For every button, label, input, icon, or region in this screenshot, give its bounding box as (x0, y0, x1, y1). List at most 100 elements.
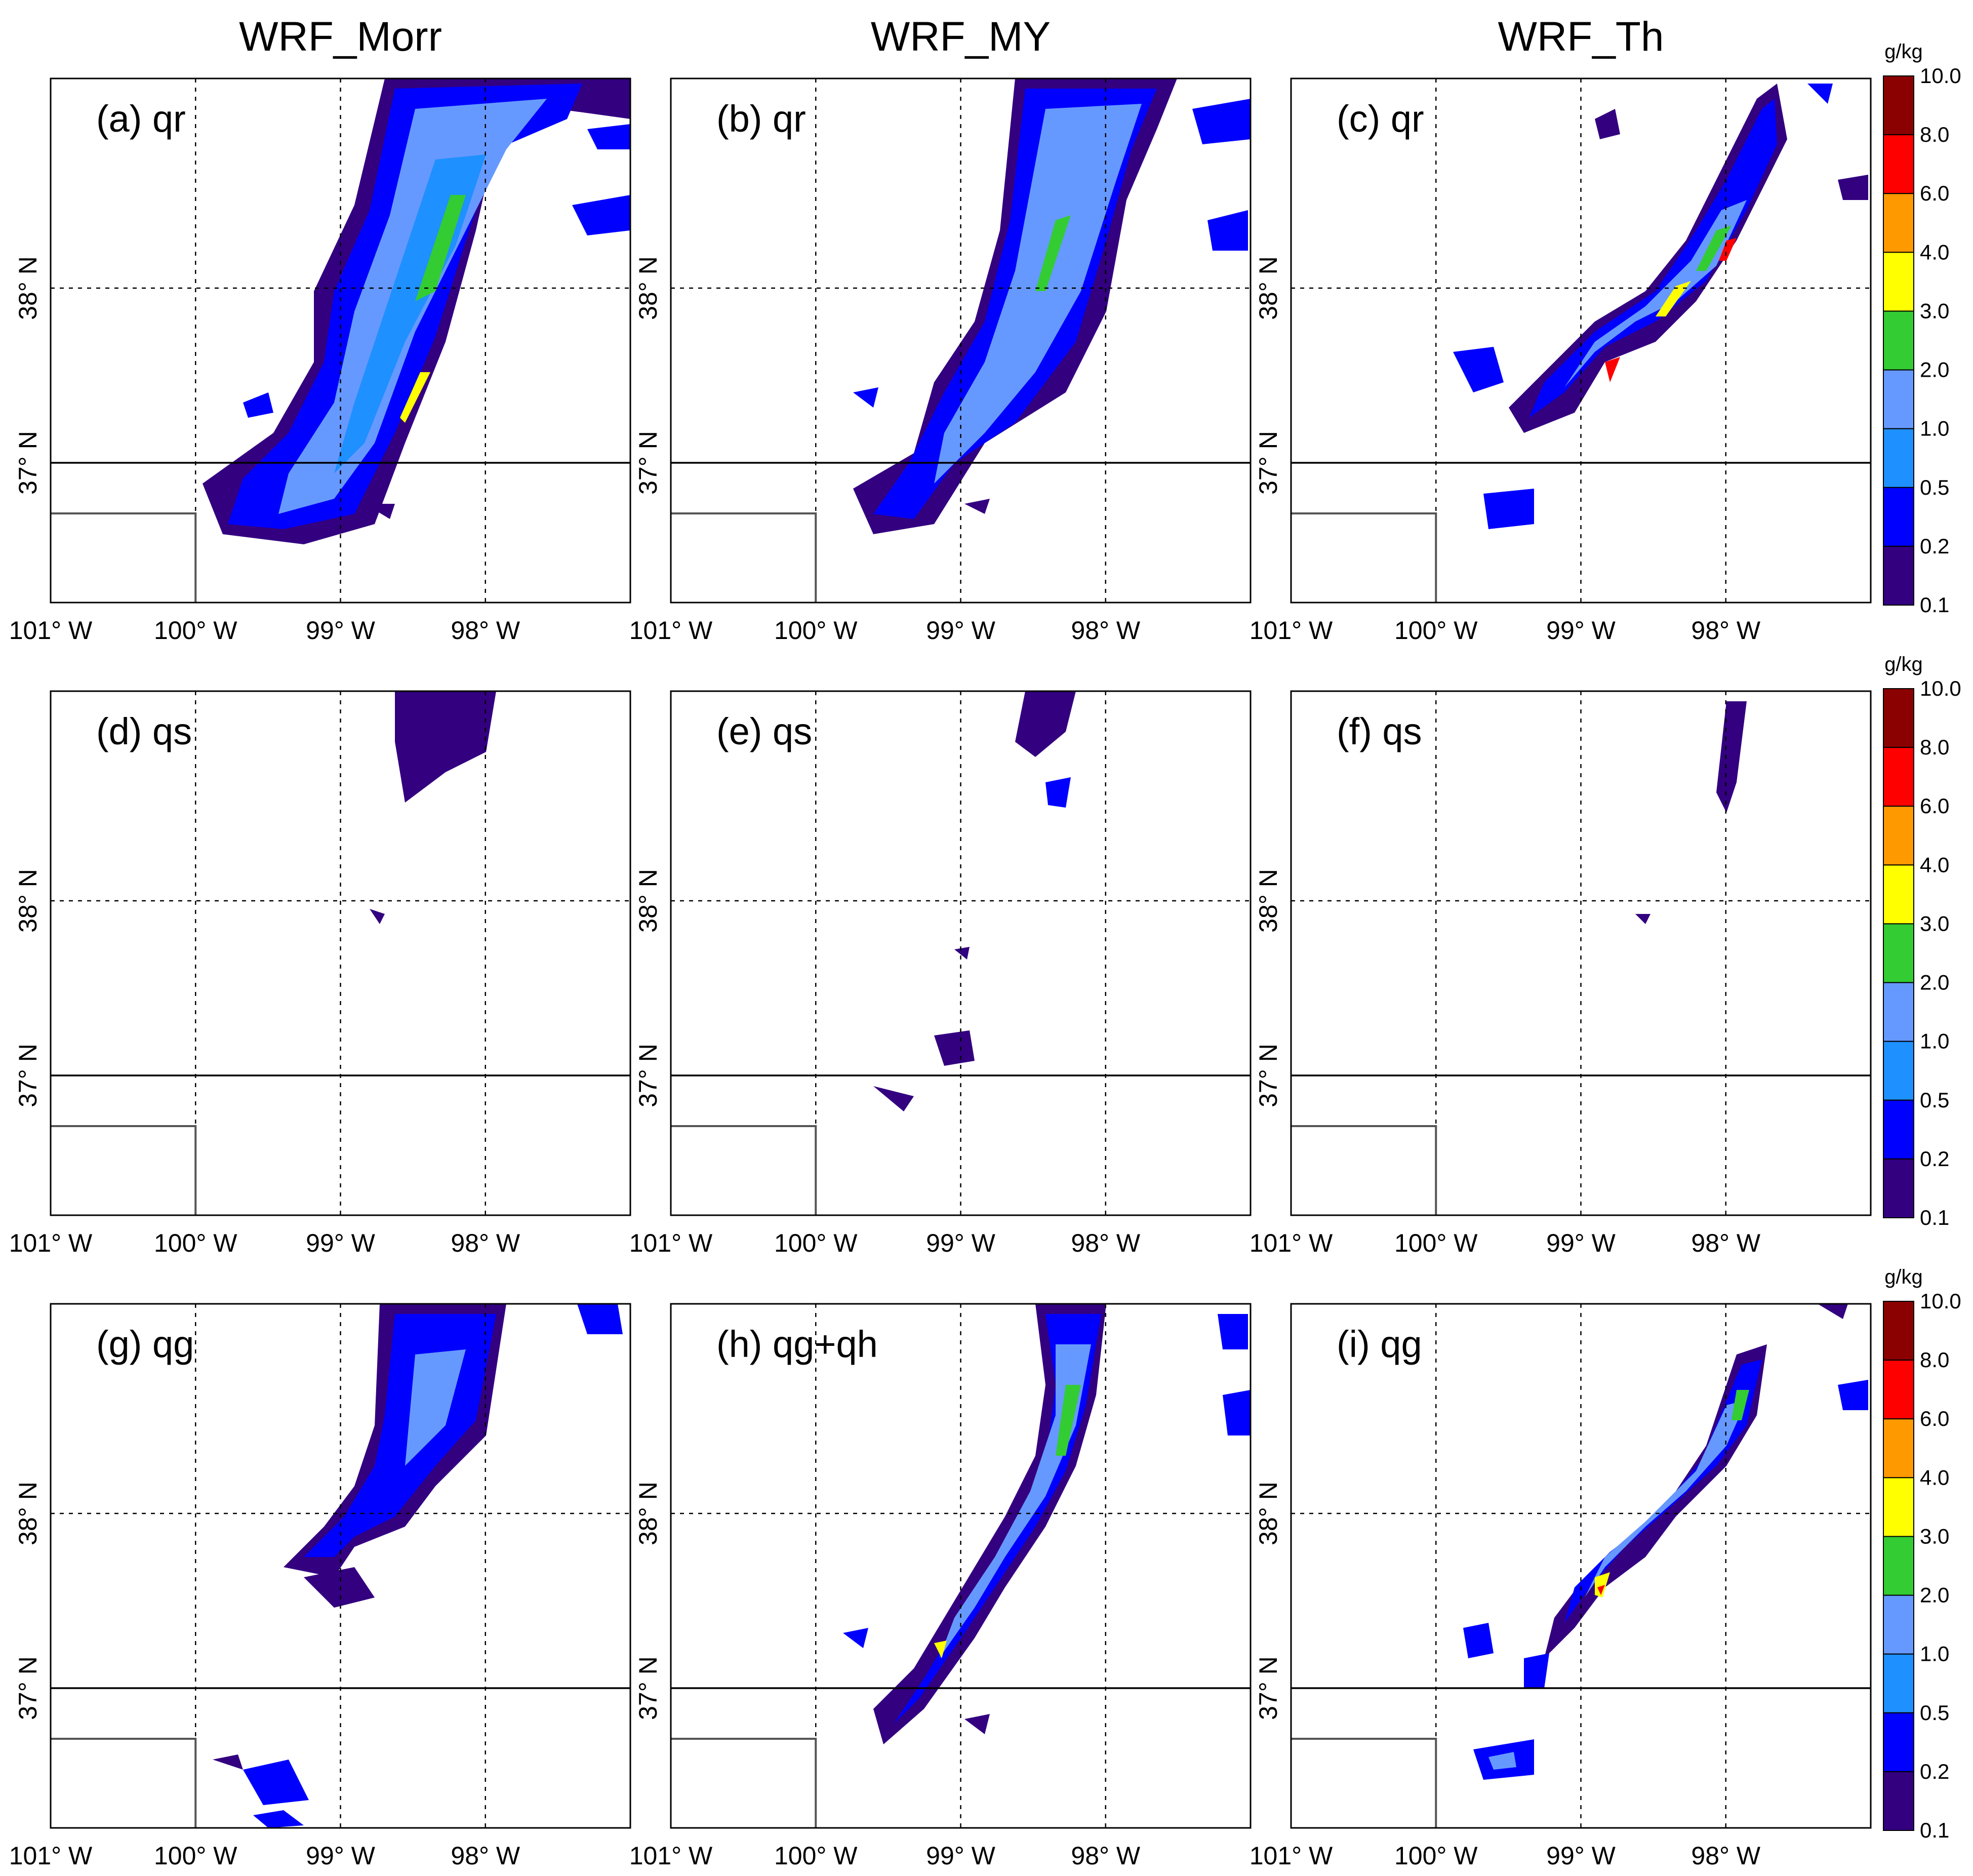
precip-contour (213, 1754, 243, 1770)
county-border (671, 512, 817, 603)
lon-tick-label: 99° W (1546, 1229, 1616, 1257)
colorbar-tick-label: 0.1 (1920, 593, 1949, 617)
colorbar-swatch (1883, 134, 1914, 194)
precip-contour (365, 504, 395, 519)
lon-tick-label: 100° W (1394, 1842, 1478, 1870)
colorbar-swatch (1883, 982, 1914, 1042)
lon-tick-label: 100° W (774, 1842, 858, 1870)
colorbar-swatch (1883, 923, 1914, 983)
colorbar-swatch (1883, 75, 1914, 136)
colorbar-swatch (1883, 487, 1914, 547)
precip-contour (934, 1030, 975, 1066)
precip-contour (1597, 1585, 1605, 1595)
precip-contour (1732, 1390, 1749, 1420)
county-border (671, 1125, 817, 1215)
colorbar-swatch (1883, 252, 1914, 312)
colorbar-unit: g/kg (1884, 1266, 1923, 1288)
lon-tick-label: 101° W (9, 616, 93, 645)
precip-contour (1218, 1314, 1248, 1349)
lon-tick-label: 98° W (1071, 616, 1141, 645)
lat-tick-label: 37° N (634, 431, 662, 495)
precip-contour (243, 392, 273, 418)
precip-contour (1529, 99, 1777, 418)
lat-tick-label: 38° N (634, 869, 662, 933)
lon-tick-label: 99° W (306, 1229, 376, 1257)
precip-contour (853, 387, 878, 408)
precip-contour (1635, 914, 1650, 924)
lon-tick-label: 100° W (1394, 616, 1478, 645)
precip-field (853, 78, 1251, 534)
precip-field (873, 691, 1076, 1111)
county-border (1291, 1738, 1437, 1828)
colorbar-tick-label: 4.0 (1920, 1465, 1949, 1489)
lon-tick-label: 100° W (154, 1229, 237, 1257)
precip-contour (1463, 1623, 1494, 1658)
panel-label: (g) qg (96, 1323, 194, 1365)
precip-contour (1585, 1400, 1747, 1598)
precip-contour (395, 691, 496, 803)
colorbar-swatch (1883, 1360, 1914, 1420)
lon-tick-label: 99° W (1546, 1842, 1616, 1870)
precip-contour (1807, 84, 1833, 104)
precip-contour (1015, 691, 1076, 757)
panel-fqs: (f) qs 101° W 100° W 99° W 98° W 38° N 37° N (1250, 690, 1872, 1257)
lon-tick-label: 99° W (306, 1842, 376, 1870)
precip-field (1463, 1304, 1868, 1780)
colorbar-tick-label: 0.5 (1920, 1701, 1949, 1725)
lat-tick-label: 37° N (14, 1656, 42, 1720)
colorbar-tick-label: 3.0 (1920, 1524, 1949, 1548)
lat-tick-label: 38° N (14, 1482, 42, 1545)
colorbar-swatch (1883, 806, 1914, 866)
colorbar-swatch (1883, 193, 1914, 253)
colorbar-tick-label: 4.0 (1920, 853, 1949, 876)
lon-tick-label: 101° W (629, 616, 713, 645)
colorbar-tick-label: 2.0 (1920, 1583, 1949, 1607)
precip-contour (1509, 84, 1787, 433)
panel-frame (1290, 690, 1872, 1216)
county-border (51, 1738, 197, 1828)
precip-contour (939, 1344, 1091, 1658)
colorbar-tick-label: 3.0 (1920, 299, 1949, 323)
precip-contour (1524, 1653, 1549, 1689)
panel-dqs: (d) qs 101° W 100° W 99° W 98° W 38° N 37° N (9, 690, 631, 1257)
precip-contour (1192, 99, 1251, 144)
colorbar-tick-label: 1.0 (1920, 417, 1949, 441)
colorbar-tick-label: 0.5 (1920, 475, 1949, 499)
precip-contour (1453, 347, 1504, 392)
column-title-1: WRF_Morr (239, 14, 442, 60)
precip-contour (1483, 489, 1534, 529)
panel-frame (50, 1303, 631, 1829)
lon-tick-label: 100° W (154, 1842, 237, 1870)
colorbar-swatch (1883, 1477, 1914, 1537)
lat-tick-label: 38° N (1254, 256, 1282, 320)
colorbar-swatch (1883, 1653, 1914, 1713)
panel-bqr: (b) qr 101° W 100° W 99° W 98° W 38° N 37° N (629, 77, 1252, 645)
colorbar-swatch (1883, 1041, 1914, 1101)
lat-tick-label: 38° N (1254, 869, 1282, 933)
colorbar-tick-label: 2.0 (1920, 358, 1949, 382)
colorbar-tick-label: 0.1 (1920, 1818, 1949, 1842)
precip-contour (253, 1810, 304, 1828)
lon-tick-label: 99° W (306, 616, 376, 645)
precip-contour (873, 1086, 914, 1111)
colorbar-swatch (1883, 864, 1914, 925)
colorbar-tick-label: 6.0 (1920, 181, 1949, 205)
lon-tick-label: 101° W (629, 1842, 713, 1870)
panel-hqgqh: (h) qg+qh 101° W 100° W 99° W 98° W 38° N 37° … (629, 1303, 1252, 1870)
precip-contour (1488, 1752, 1516, 1770)
panel-label: (c) qr (1337, 98, 1424, 140)
colorbar-tick-label: 2.0 (1920, 971, 1949, 994)
precip-contour (934, 104, 1142, 484)
precip-contour (1838, 1380, 1868, 1410)
precip-contour (1656, 281, 1691, 316)
colorbar-unit: g/kg (1884, 41, 1923, 63)
panel-gqg: (g) qg 101° W 100° W 99° W 98° W 38° N 37° N (9, 1303, 631, 1870)
precip-field (1453, 84, 1868, 529)
lat-tick-label: 37° N (14, 431, 42, 495)
panel-aqr: (a) qr 101° W 100° W 99° W 98° W 38° N 37° N (9, 77, 631, 645)
colorbar-swatch (1883, 1771, 1914, 1831)
colorbar-swatch (1883, 1712, 1914, 1772)
panel-frame (670, 77, 1252, 604)
